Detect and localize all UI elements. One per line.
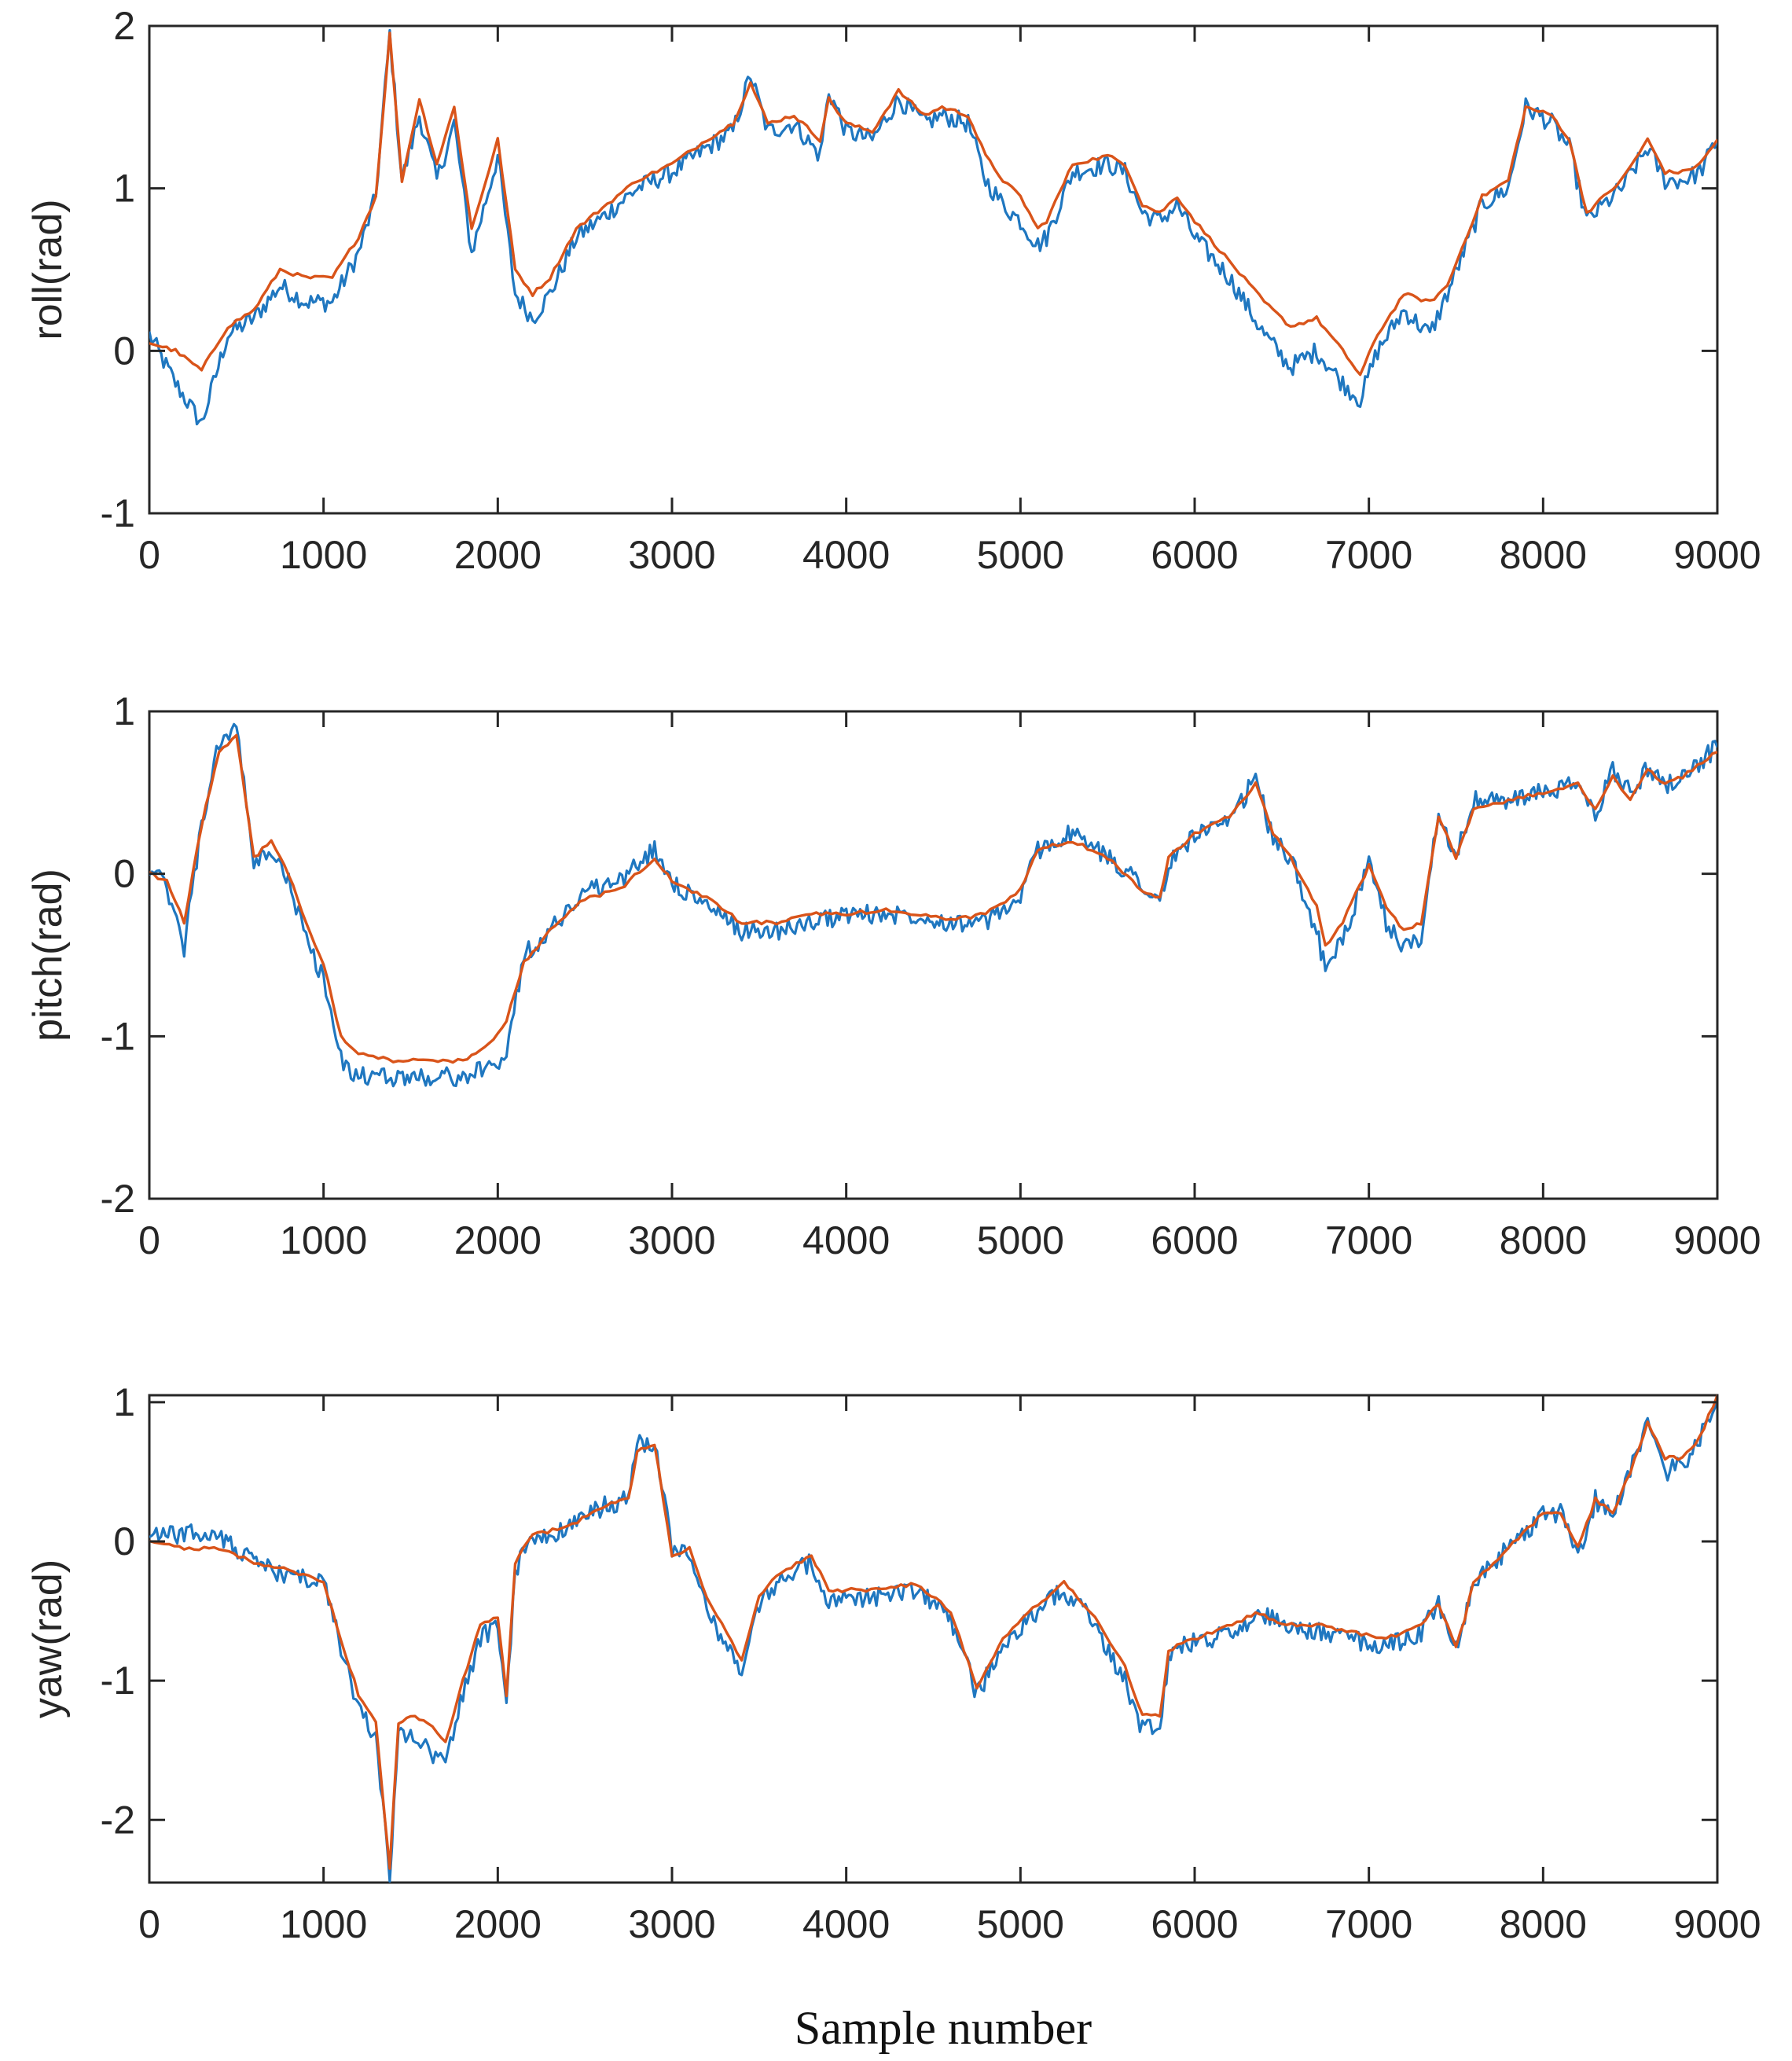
pitch-chart: 0 1000 2000 3000 4000 5000 6000 7000 8000 9000 -2 -…: [25, 689, 1761, 1262]
x-tick-label-2-3: 3000: [628, 1902, 715, 1946]
y-tick-label-2-0: -2: [101, 1798, 135, 1842]
y-tick-label-1-0: -2: [101, 1177, 135, 1221]
x-tick-label-0-8: 8000: [1500, 533, 1587, 577]
series-line-estimated-2: [149, 1394, 1717, 1870]
plot-area-2: [148, 1394, 1719, 1884]
x-tick-label-2-9: 9000: [1673, 1902, 1761, 1946]
x-tick-label-0-4: 4000: [802, 533, 890, 577]
x-tick-label-0-0: 0: [138, 533, 160, 577]
series-line-estimated-1: [149, 733, 1717, 1064]
x-tick-label-0-3: 3000: [628, 533, 715, 577]
x-tick-label-1-2: 2000: [454, 1218, 542, 1262]
x-tick-label-1-3: 3000: [628, 1218, 715, 1262]
x-tick-label-0-9: 9000: [1673, 533, 1761, 577]
x-tick-label-0-5: 5000: [977, 533, 1064, 577]
x-tick-label-0-7: 7000: [1325, 533, 1412, 577]
x-tick-label-0-6: 6000: [1151, 533, 1238, 577]
x-axis-label: Sample number: [795, 2002, 1092, 2054]
x-tick-label-1-9: 9000: [1673, 1218, 1761, 1262]
y-axis-label-2: yaw(rad): [25, 1560, 71, 1718]
x-tick-label-2-8: 8000: [1500, 1902, 1587, 1946]
x-tick-label-1-4: 4000: [802, 1218, 890, 1262]
x-tick-label-2-1: 1000: [280, 1902, 367, 1946]
y-axis-label-1: pitch(rad): [25, 869, 71, 1042]
y-tick-label-2-3: 1: [113, 1380, 135, 1424]
y-axis-label-0: roll(rad): [25, 199, 71, 340]
series-line-estimated-0: [149, 31, 1717, 377]
y-tick-label-0-1: 0: [113, 329, 135, 373]
x-tick-label-1-6: 6000: [1151, 1218, 1238, 1262]
plot-area-0: [148, 24, 1719, 515]
series-line-measured-2: [149, 1394, 1717, 1883]
x-tick-label-1-5: 5000: [977, 1218, 1064, 1262]
y-tick-label-0-2: 1: [113, 167, 135, 211]
roll-chart: 0 1000 2000 3000 4000 5000 6000 7000 8000 9000-10…: [25, 4, 1761, 577]
x-tick-label-1-8: 8000: [1500, 1218, 1587, 1262]
y-tick-label-0-0: -1: [101, 491, 135, 535]
x-tick-label-1-7: 7000: [1325, 1218, 1412, 1262]
y-tick-label-2-1: -1: [101, 1659, 135, 1703]
x-tick-label-0-2: 2000: [454, 533, 542, 577]
x-tick-label-1-1: 1000: [280, 1218, 367, 1262]
y-tick-label-1-3: 1: [113, 689, 135, 733]
y-tick-label-1-1: -1: [101, 1014, 135, 1058]
y-tick-label-0-3: 2: [113, 4, 135, 48]
x-tick-label-2-0: 0: [138, 1902, 160, 1946]
plot-area-1: [148, 710, 1719, 1200]
x-tick-label-2-7: 7000: [1325, 1902, 1412, 1946]
x-tick-label-2-4: 4000: [802, 1902, 890, 1946]
x-tick-label-2-5: 5000: [977, 1902, 1064, 1946]
x-tick-label-2-6: 6000: [1151, 1902, 1238, 1946]
yaw-chart: 0 1000 2000 3000 4000 5000 6000 7000 8000 9000 -2 -…: [25, 1380, 1761, 1946]
y-tick-label-2-2: 0: [113, 1519, 135, 1563]
x-tick-label-2-2: 2000: [454, 1902, 542, 1946]
x-tick-label-1-0: 0: [138, 1218, 160, 1262]
y-tick-label-1-2: 0: [113, 852, 135, 896]
x-tick-label-0-1: 1000: [280, 533, 367, 577]
